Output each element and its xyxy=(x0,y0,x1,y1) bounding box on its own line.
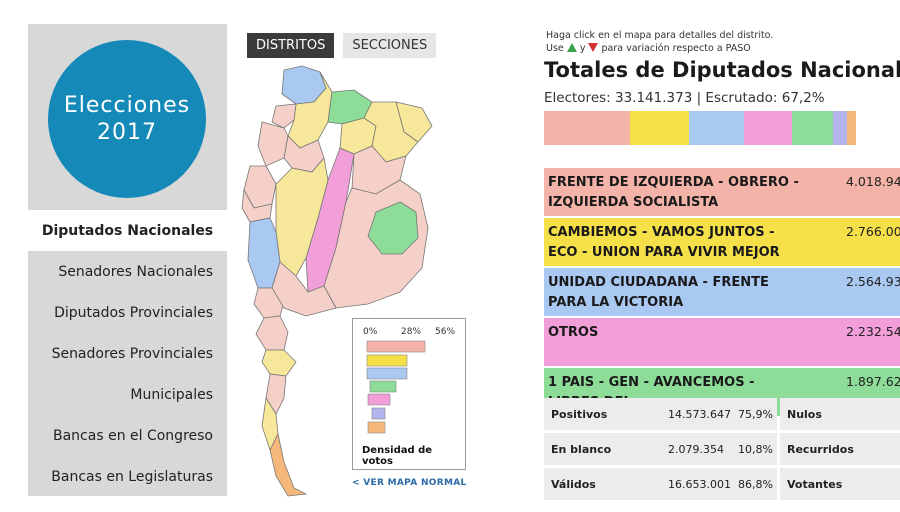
logo-year: 2017 xyxy=(97,120,157,145)
arrow-down-icon xyxy=(588,43,599,52)
page-title: Totales de Diputados Nacionales xyxy=(544,58,900,82)
legend-bar-6 xyxy=(371,407,386,420)
party-name: OTROS xyxy=(548,325,599,340)
legend-bar-5 xyxy=(367,393,391,406)
stack-segment-3 xyxy=(689,111,745,145)
sidebar: Elecciones 2017 Diputados Nacionales Sen… xyxy=(28,24,227,496)
hint-y: y xyxy=(579,43,586,54)
map-district-la-pampa[interactable] xyxy=(271,261,337,317)
hint-use: Use xyxy=(546,43,564,54)
legend-bar-2 xyxy=(366,354,408,367)
legend-tick-28: 28% xyxy=(401,327,422,337)
results-stacked-bar xyxy=(544,111,856,145)
party-votes: 2.766.006 xyxy=(846,224,900,239)
party-votes: 2.232.544 xyxy=(846,324,900,339)
stats-right-label: Recurridos xyxy=(780,433,900,465)
legend-tick-0: 0% xyxy=(363,327,378,337)
elecciones-logo: Elecciones 2017 xyxy=(48,40,206,198)
sidebar-item-municipales[interactable]: Municipales xyxy=(130,386,213,403)
stats-value: 16.653.001 xyxy=(668,477,731,491)
stats-percent: 10,8% xyxy=(738,442,773,456)
vote-stats-table: Positivos 14.573.647 75,9% Nulos En blan… xyxy=(544,398,900,503)
sidebar-item-senadores-provinciales[interactable]: Senadores Provinciales xyxy=(51,345,213,362)
party-results-list: FRENTE DE IZQUIERDA - OBRERO - IZQUIERDA… xyxy=(544,168,900,418)
map-district-neuquen[interactable] xyxy=(255,315,289,351)
map-hint: Haga click en el mapa para detalles del … xyxy=(546,29,773,55)
vote-density-legend: 0% 28% 56% Densidad de votos xyxy=(352,318,466,470)
party-row[interactable]: UNIDAD CIUDADANA - FRENTE PARA LA VICTOR… xyxy=(544,268,900,316)
stats-cell: En blanco 2.079.354 10,8% xyxy=(544,433,777,465)
hint-line1: Haga click en el mapa para detalles del … xyxy=(546,30,774,41)
map-district-rio-negro[interactable] xyxy=(261,349,297,377)
tab-distritos[interactable]: DISTRITOS xyxy=(247,33,335,58)
sidebar-item-diputados-provinciales[interactable]: Diputados Provinciales xyxy=(54,304,213,321)
stack-segment-2 xyxy=(630,111,690,145)
stack-segment-6 xyxy=(832,111,847,145)
party-name: CAMBIEMOS - VAMOS JUNTOS - ECO - UNION P… xyxy=(548,225,780,260)
stack-segment-1 xyxy=(544,111,631,145)
stats-value: 2.079.354 xyxy=(668,442,724,456)
stack-segment-5 xyxy=(792,111,833,145)
stats-row: Válidos 16.653.001 86,8% Votantes xyxy=(544,468,900,500)
stack-segment-7 xyxy=(846,111,856,145)
party-votes: 1.897.620 xyxy=(846,374,900,389)
party-row[interactable]: CAMBIEMOS - VAMOS JUNTOS - ECO - UNION P… xyxy=(544,218,900,266)
stats-percent: 86,8% xyxy=(738,477,773,491)
sidebar-item-diputados-nacionales[interactable]: Diputados Nacionales xyxy=(28,210,227,251)
logo-title: Elecciones xyxy=(63,93,191,118)
stats-cell: Positivos 14.573.647 75,9% xyxy=(544,398,777,430)
tab-secciones[interactable]: SECCIONES xyxy=(343,33,437,58)
party-name: FRENTE DE IZQUIERDA - OBRERO - IZQUIERDA… xyxy=(548,175,799,210)
sidebar-item-bancas-congreso[interactable]: Bancas en el Congreso xyxy=(53,427,213,444)
stats-percent: 75,9% xyxy=(738,407,773,421)
arrow-up-icon xyxy=(566,43,577,52)
party-votes: 4.018.946 xyxy=(846,174,900,189)
map-district-chubut[interactable] xyxy=(265,373,287,415)
legend-bar-4 xyxy=(369,380,397,393)
legend-bar-3 xyxy=(366,367,408,380)
map-district-catamarca[interactable] xyxy=(257,121,289,167)
stats-value: 14.573.647 xyxy=(668,407,731,421)
electores-summary: Electores: 33.141.373 | Escrutado: 67,2% xyxy=(544,90,825,106)
party-votes: 2.564.932 xyxy=(846,274,900,289)
stats-label: Válidos xyxy=(551,477,596,491)
stats-cell: Válidos 16.653.001 86,8% xyxy=(544,468,777,500)
stats-right-label: Nulos xyxy=(780,398,900,430)
map-district-tucuman[interactable] xyxy=(271,103,297,129)
legend-tick-56: 56% xyxy=(435,327,456,337)
legend-bar-1 xyxy=(366,340,426,353)
party-row[interactable]: OTROS 2.232.544 xyxy=(544,318,900,366)
legend-bar-7 xyxy=(367,421,386,434)
hint-paso: para variación respecto a PASO xyxy=(601,43,751,54)
ver-mapa-normal-link[interactable]: < VER MAPA NORMAL xyxy=(352,478,467,488)
stats-label: Positivos xyxy=(551,407,608,421)
legend-bars xyxy=(366,340,426,434)
map-district-tierra-del-fuego[interactable] xyxy=(269,432,308,497)
stack-segment-4 xyxy=(744,111,793,145)
map-district-caba[interactable] xyxy=(367,201,419,255)
sidebar-menu: Diputados Nacionales Senadores Nacionale… xyxy=(28,210,227,497)
stats-row: Positivos 14.573.647 75,9% Nulos xyxy=(544,398,900,430)
stats-row: En blanco 2.079.354 10,8% Recurridos xyxy=(544,433,900,465)
hint-line2: Use y para variación respecto a PASO xyxy=(546,42,773,55)
sidebar-item-bancas-legislaturas[interactable]: Bancas en Legislaturas xyxy=(51,468,213,485)
stats-right-label: Votantes xyxy=(780,468,900,500)
party-name: UNIDAD CIUDADANA - FRENTE PARA LA VICTOR… xyxy=(548,275,769,310)
map-view-tabs: DISTRITOS SECCIONES xyxy=(247,33,437,58)
legend-title: Densidad de votos xyxy=(362,445,433,467)
sidebar-item-senadores-nacionales[interactable]: Senadores Nacionales xyxy=(58,263,213,280)
party-row[interactable]: FRENTE DE IZQUIERDA - OBRERO - IZQUIERDA… xyxy=(544,168,900,216)
stats-label: En blanco xyxy=(551,442,612,456)
argentina-map[interactable] xyxy=(236,62,466,502)
